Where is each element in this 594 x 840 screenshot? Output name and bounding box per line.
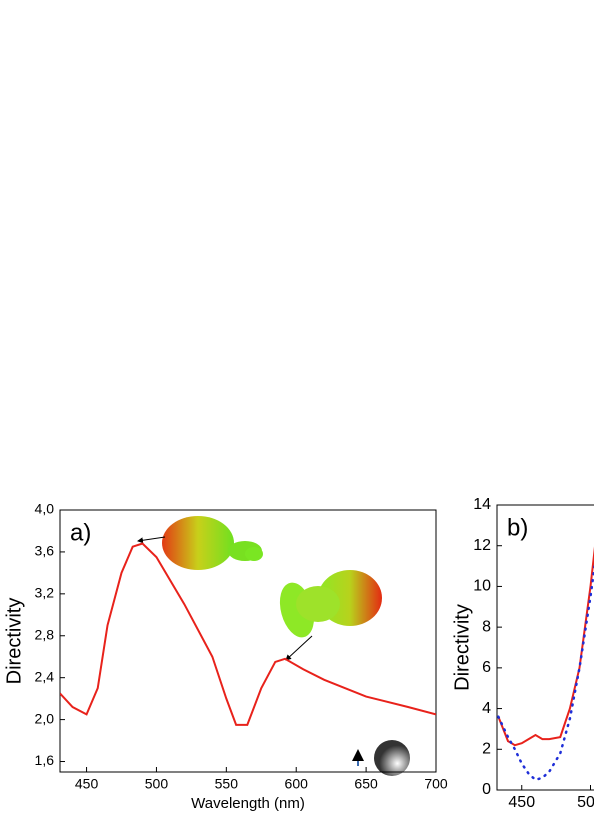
x-axis-label: Wavelength (nm) bbox=[191, 795, 305, 812]
y-tick-label: 6 bbox=[482, 659, 491, 676]
y-tick-label: 4,0 bbox=[35, 501, 55, 517]
panel-label: b) bbox=[507, 514, 528, 541]
y-axis-label: Directivity bbox=[3, 598, 25, 685]
chart: 0 2 4 6 8 10 12 14 450 500 b) Directivity bbox=[451, 496, 594, 811]
plot-frame bbox=[496, 504, 594, 791]
data-line bbox=[497, 546, 594, 747]
data-line bbox=[497, 561, 594, 782]
y-tick-label: 2,4 bbox=[35, 668, 55, 684]
x-tick-label: 450 bbox=[75, 776, 99, 792]
chart: 1,6 2,0 2,4 2,8 3,2 3,6 4,0 450 500 550 600 650 700 a… bbox=[3, 501, 448, 812]
x-tick-label: 450 bbox=[508, 794, 535, 811]
x-tick-label: 700 bbox=[424, 776, 448, 792]
pattern-2 bbox=[279, 570, 382, 661]
panel-label: a) bbox=[70, 519, 91, 546]
y-tick-label: 8 bbox=[482, 618, 491, 635]
y-tick-label: 3,2 bbox=[35, 585, 55, 601]
x-tick-label: 550 bbox=[215, 776, 239, 792]
data-line bbox=[60, 542, 436, 726]
y-tick-label: 2 bbox=[482, 741, 491, 758]
y-tick-label: 14 bbox=[473, 496, 491, 513]
y-tick-label: 0 bbox=[482, 781, 491, 798]
y-tick-label: 12 bbox=[473, 537, 491, 554]
sphere-icon bbox=[352, 740, 410, 776]
plot-frame bbox=[59, 509, 437, 773]
y-tick-label: 1,6 bbox=[35, 752, 55, 768]
x-tick-label: 600 bbox=[285, 776, 309, 792]
x-tick-label: 500 bbox=[577, 794, 594, 811]
pattern-1 bbox=[137, 516, 263, 570]
y-tick-label: 2,0 bbox=[35, 710, 55, 726]
x-tick-label: 650 bbox=[354, 776, 378, 792]
y-tick-label: 10 bbox=[473, 578, 491, 595]
y-tick-label: 2,8 bbox=[35, 626, 55, 642]
y-axis-label: Directivity bbox=[451, 604, 473, 691]
x-tick-label: 500 bbox=[145, 776, 169, 792]
y-tick-label: 4 bbox=[482, 700, 491, 717]
y-tick-label: 3,6 bbox=[35, 543, 55, 559]
